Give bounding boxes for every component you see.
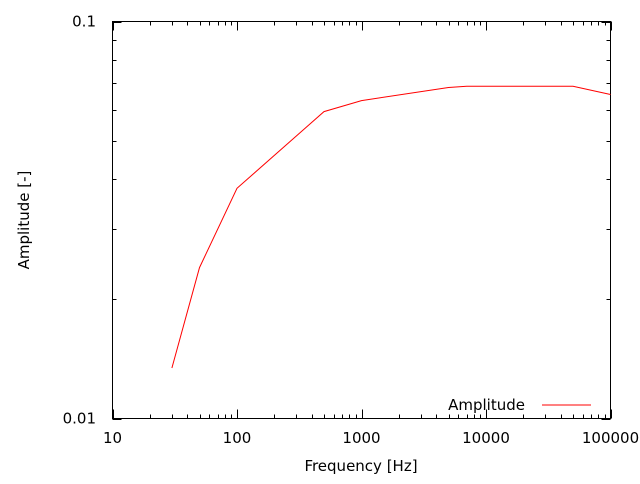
- x-tick-label: 100000: [582, 429, 639, 447]
- y-tick-label: 0.1: [72, 13, 96, 31]
- x-tick-label: 100: [223, 429, 252, 447]
- plot-border: [112, 21, 611, 419]
- ticks: [112, 21, 612, 420]
- x-tick-label: 10000: [462, 429, 510, 447]
- x-axis-label: Frequency [Hz]: [304, 457, 417, 475]
- tick-labels: 10 100 1000 10000 100000 0.01 0.1: [63, 13, 640, 448]
- x-tick-label: 10: [103, 429, 122, 447]
- legend-label: Amplitude: [448, 396, 525, 414]
- y-axis-label: Amplitude [-]: [15, 171, 33, 270]
- y-tick-label: 0.01: [63, 410, 96, 428]
- legend: Amplitude: [448, 396, 591, 414]
- series-group: [171, 85, 611, 369]
- x-tick-label: 1000: [342, 429, 380, 447]
- series-line-amplitude: [171, 85, 611, 369]
